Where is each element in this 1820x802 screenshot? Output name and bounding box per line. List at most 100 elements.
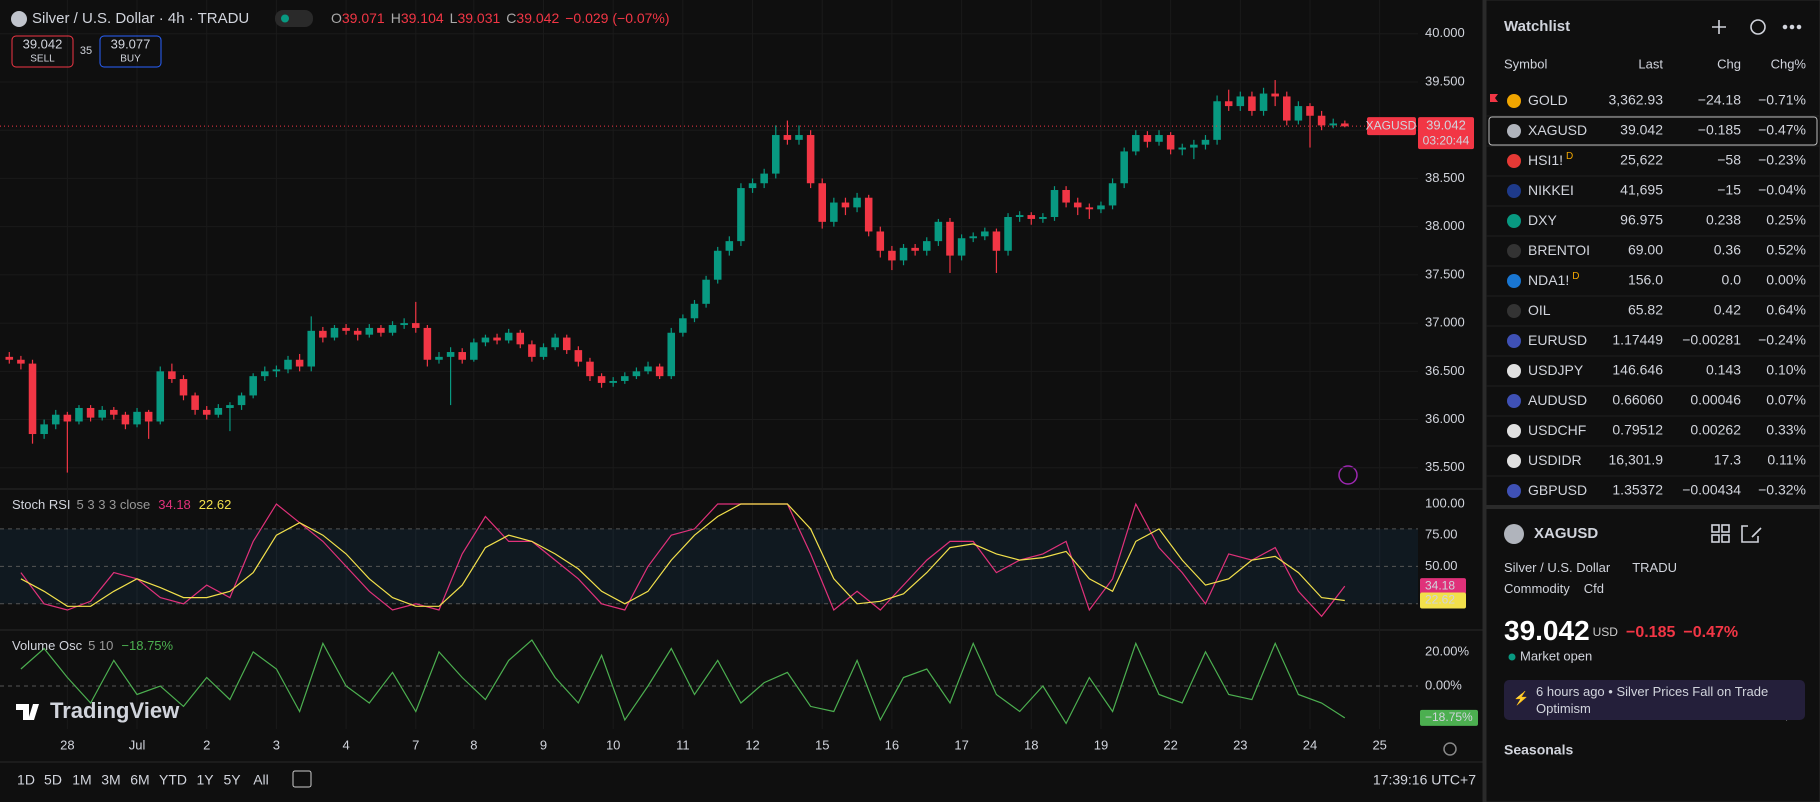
symbol-icon [1507, 184, 1521, 198]
symbol[interactable]: OIL [1528, 302, 1551, 318]
ohlc-label: O [331, 10, 342, 26]
x-tick-label: 12 [745, 737, 759, 752]
candle-body [586, 361, 594, 377]
symbol[interactable]: NDA1! D [1528, 271, 1579, 288]
layout-icon[interactable] [1711, 534, 1720, 543]
more-icon[interactable] [1789, 24, 1795, 30]
more-icon[interactable] [1796, 24, 1802, 30]
column-header: Chg [1717, 56, 1741, 71]
candle-body [516, 332, 525, 345]
logo: TradingView [50, 698, 180, 723]
symbol-icon [11, 11, 27, 27]
symbol-name: XAGUSD [1528, 122, 1587, 138]
candle-body [75, 407, 83, 422]
buy-button[interactable] [99, 35, 162, 68]
status-dot [1508, 653, 1516, 661]
last: 41,695 [1620, 182, 1663, 198]
layout-icon[interactable] [1711, 524, 1720, 533]
y-tick-label: 20.00% [1425, 643, 1470, 658]
date-range-icon[interactable] [292, 770, 312, 788]
candle-body [609, 380, 617, 383]
change: −58 [1717, 152, 1741, 168]
change-pct: −0.32% [1758, 482, 1806, 498]
period-button[interactable]: YTD [159, 772, 187, 788]
symbol[interactable]: GOLD [1528, 92, 1568, 108]
symbol-badge: D [1566, 151, 1573, 162]
candle-body [1190, 144, 1198, 148]
symbol[interactable]: DXY [1528, 212, 1557, 228]
symbol[interactable]: AUDUSD [1528, 392, 1587, 408]
candle-body [551, 337, 559, 348]
news-card[interactable]: 6 hours ago • Silver Prices Fall on Trad… [1504, 680, 1805, 720]
change: 0.00262 [1690, 422, 1741, 438]
section-title: Seasonals [1504, 742, 1573, 758]
symbol[interactable]: USDIDR [1528, 452, 1582, 468]
symbol[interactable]: XAGUSD [1528, 122, 1587, 138]
value-tag-text: 22.62 [1425, 593, 1455, 607]
candle-body [632, 371, 641, 377]
symbol-icon [1507, 124, 1521, 138]
last: 3,362.93 [1609, 92, 1664, 108]
period-button[interactable]: All [253, 772, 269, 788]
candle-body [1015, 215, 1024, 218]
sell-button[interactable] [11, 35, 74, 68]
alert-icon[interactable] [1338, 465, 1358, 485]
alerts-icon[interactable] [1750, 19, 1766, 35]
news-box[interactable]: 6 hours ago • Silver Prices Fall on Trad… [1504, 680, 1805, 720]
toggle[interactable] [275, 10, 313, 27]
candle-body [655, 366, 664, 377]
exchange: TRADU [1632, 560, 1677, 575]
period-button[interactable]: 6M [130, 772, 149, 788]
x-tick-label: 15 [815, 737, 829, 752]
watchlist-title[interactable]: Watchlist [1504, 18, 1570, 35]
y-tick-label: 36.000 [1425, 411, 1465, 426]
candle-body [1166, 135, 1175, 150]
period-button[interactable]: 1D [17, 772, 35, 788]
symbol-name: NIKKEI [1528, 182, 1574, 198]
period-button[interactable]: 3M [101, 772, 120, 788]
candle-body [1155, 135, 1163, 142]
period-button[interactable]: 5D [44, 772, 62, 788]
edit-icon[interactable] [1741, 525, 1762, 543]
x-tick-label: 4 [342, 737, 349, 752]
candle-body [783, 135, 792, 140]
period-button[interactable]: 1M [72, 772, 91, 788]
y-tick-label: 0.00% [1425, 677, 1462, 692]
candle-body [1108, 183, 1117, 206]
period-button[interactable]: 1Y [196, 772, 214, 788]
candle-body [957, 238, 966, 256]
symbol-icon [1507, 304, 1521, 318]
candle-body [17, 359, 25, 364]
last: 0.79512 [1612, 422, 1663, 438]
symbol[interactable]: NIKKEI [1528, 182, 1574, 198]
candle-body [667, 332, 676, 377]
band-fill [0, 528, 1418, 604]
layout-icon[interactable] [1721, 534, 1730, 543]
pane-name: Stoch RSI [12, 497, 71, 512]
candle-body [528, 344, 536, 357]
candle-body [539, 347, 548, 357]
symbol-icon [1507, 274, 1521, 288]
x-tick-label: 23 [1233, 737, 1247, 752]
symbol[interactable]: GBPUSD [1528, 482, 1587, 498]
symbol-name: HSI1! [1528, 152, 1563, 168]
candle-body [818, 183, 827, 222]
period-button[interactable]: 5Y [223, 772, 241, 788]
layout-icon[interactable] [1721, 524, 1730, 533]
buy-label: BUY [120, 54, 141, 65]
symbol[interactable]: USDCHF [1528, 422, 1586, 438]
y-tick-label: 39.500 [1425, 73, 1465, 88]
price-change: −0.185 [1626, 624, 1675, 641]
symbol[interactable]: EURUSD [1528, 332, 1587, 348]
news-title: Silver Prices Fall on Trade Optimism [1536, 684, 1769, 716]
symbol[interactable]: HSI1! D [1528, 151, 1573, 168]
last: 65.82 [1628, 302, 1663, 318]
candle-body [969, 236, 977, 239]
add-icon[interactable] [1712, 20, 1726, 34]
settings-icon[interactable] [1443, 742, 1457, 756]
symbol[interactable]: USDJPY [1528, 362, 1584, 378]
more-icon[interactable] [1782, 24, 1788, 30]
symbol[interactable]: BRENTOI [1528, 242, 1590, 258]
x-tick-label: Jul [129, 737, 146, 752]
detail-symbol: XAGUSD [1534, 525, 1598, 542]
